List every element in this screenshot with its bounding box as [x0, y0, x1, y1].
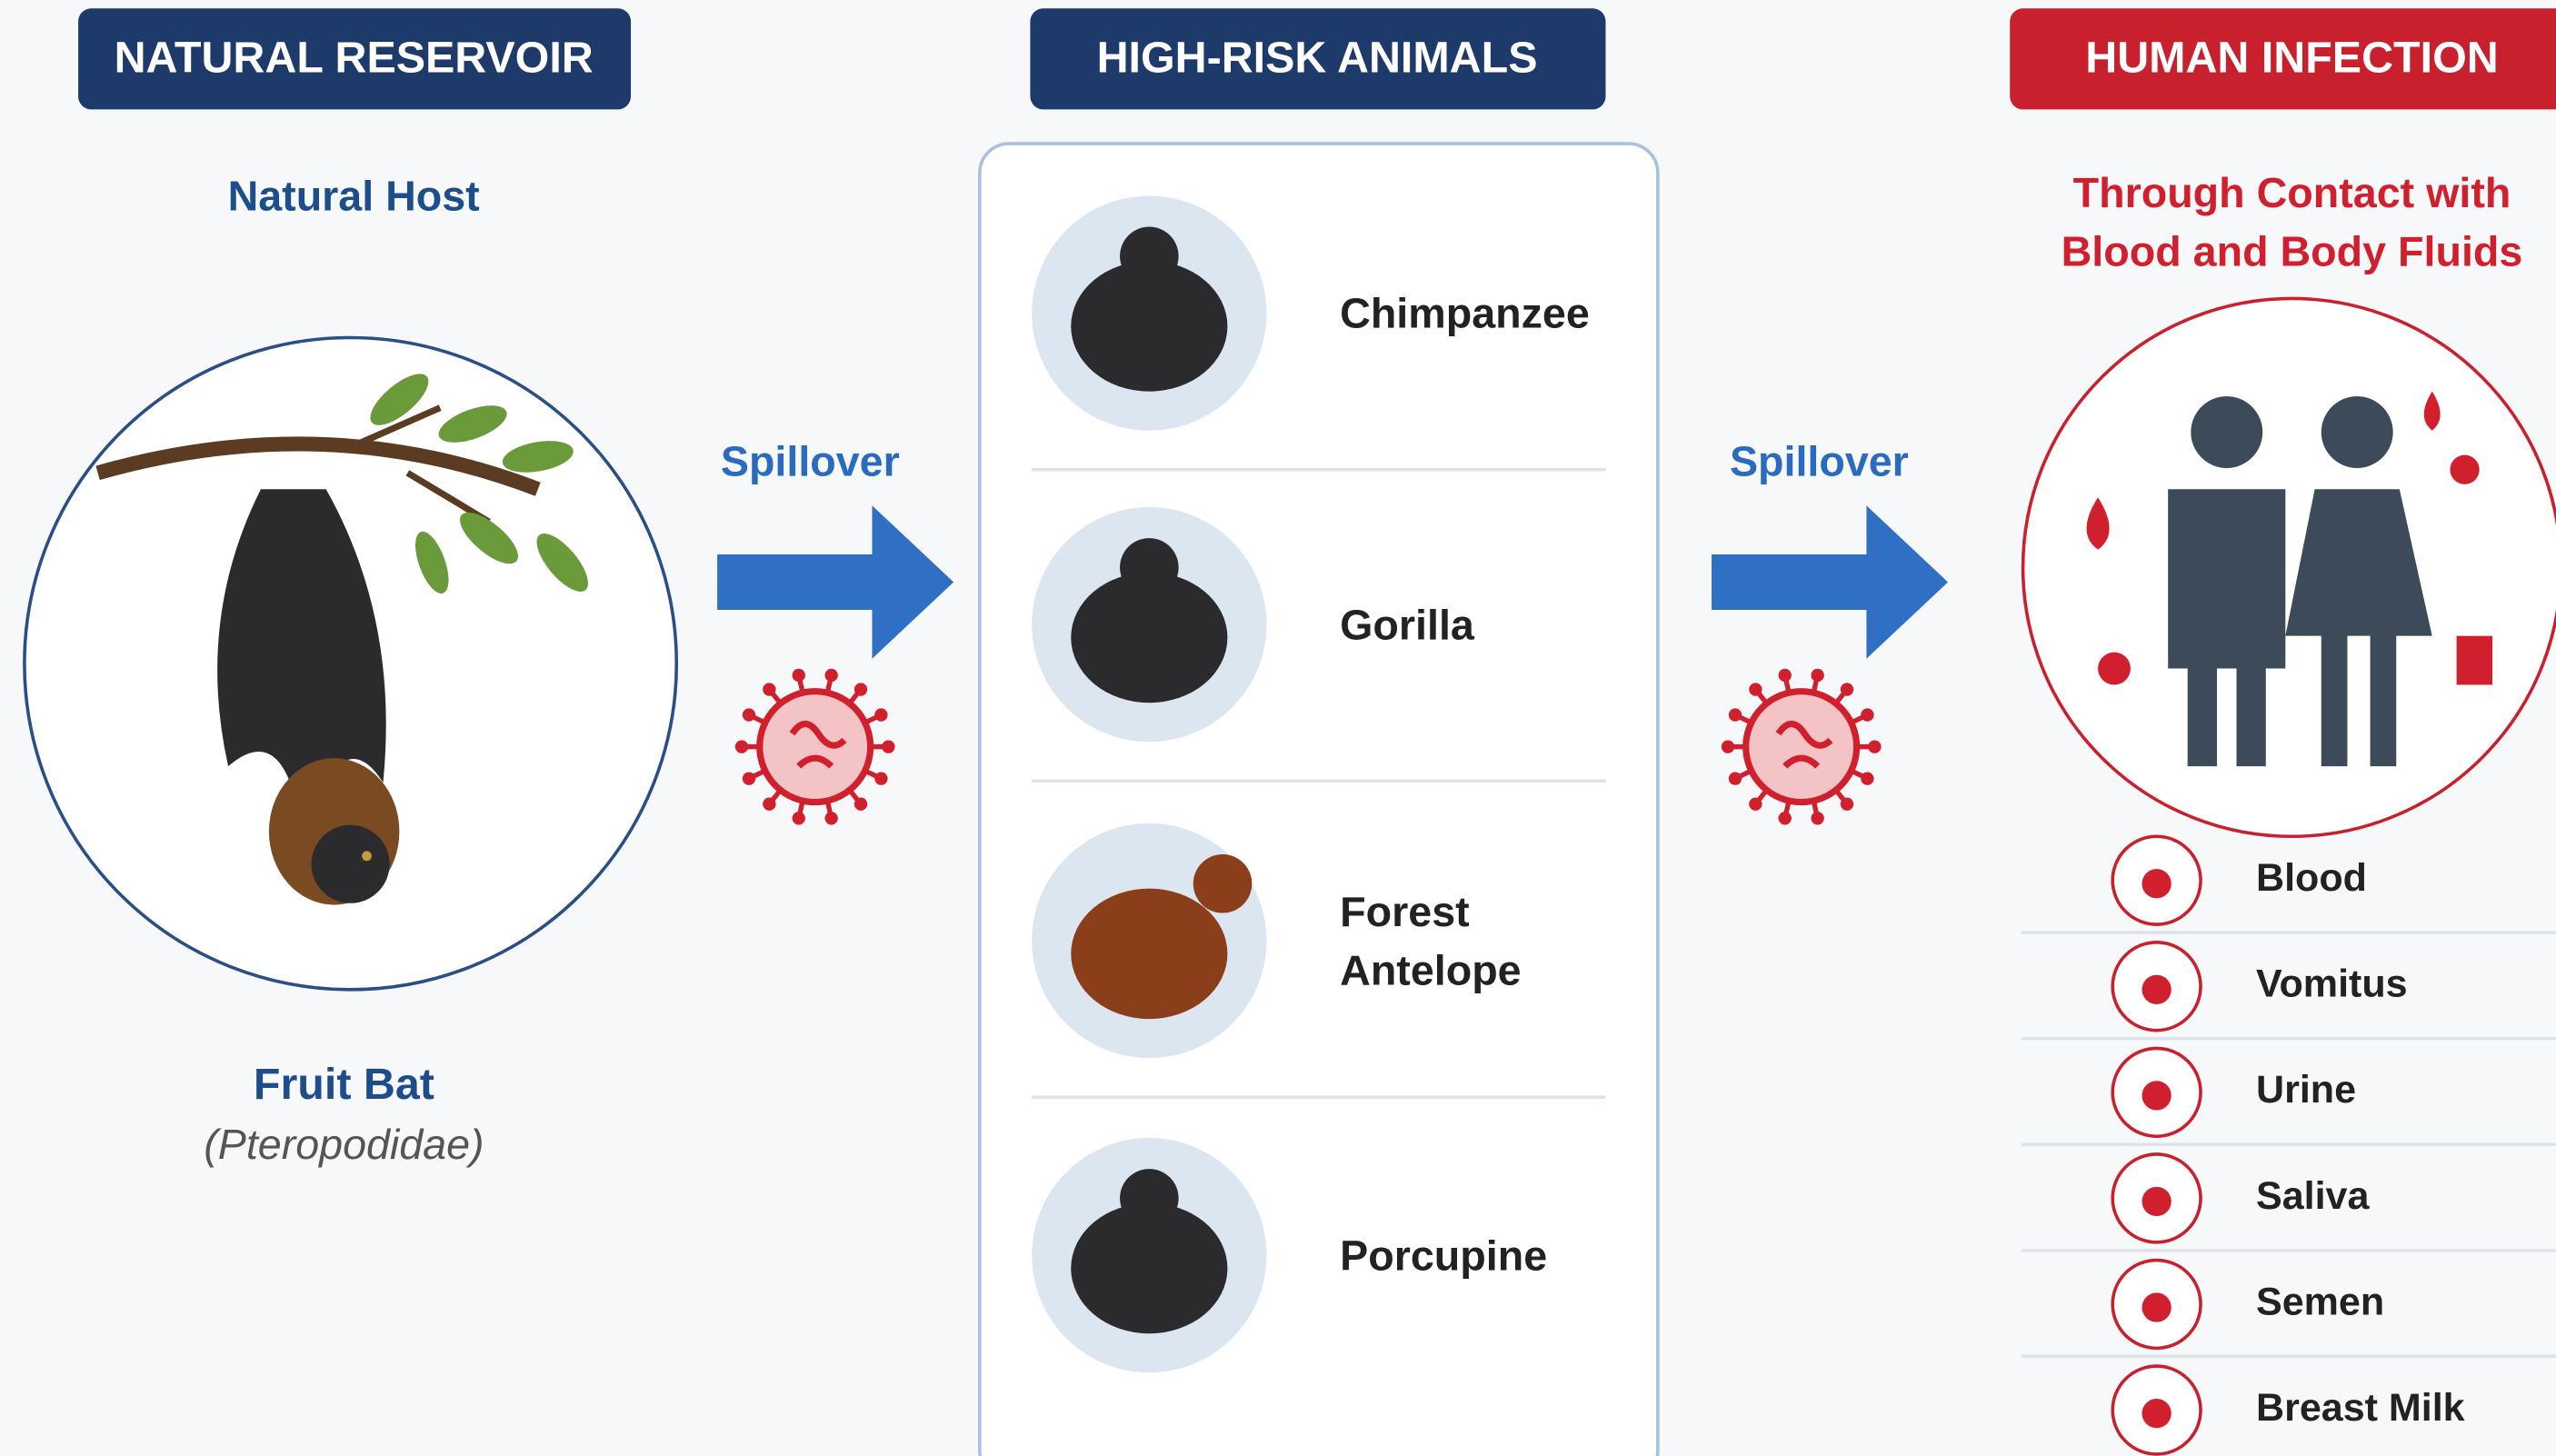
virus-tip	[874, 772, 887, 784]
virus-tip	[1749, 683, 1762, 695]
fluid-label: Semen	[2256, 1280, 2384, 1323]
virus-tip	[854, 798, 867, 811]
header: HUMAN INFECTION	[2085, 33, 2498, 82]
virus-tip	[1729, 772, 1742, 784]
animal-label-box: Forest Antelope	[1340, 875, 1617, 1005]
virus-tip	[854, 683, 867, 695]
virus-tip	[824, 669, 837, 682]
header: NATURAL RESERVOIR	[115, 33, 594, 82]
fluid-icon-dot	[2142, 1399, 2171, 1428]
virus-tip	[1868, 740, 1881, 753]
animal-label-box: Chimpanzee	[1340, 248, 1617, 378]
virus-tip	[793, 812, 805, 824]
transition-label: Spillover	[721, 438, 900, 485]
animal-label-box: Gorilla	[1340, 559, 1617, 689]
fluid-icon-dot	[2142, 1292, 2171, 1321]
animal-label-box: Porcupine	[1340, 1190, 1617, 1320]
virus-tip	[743, 708, 755, 721]
animal-head	[1120, 538, 1179, 597]
host-name: Fruit Bat	[254, 1060, 434, 1109]
fluid-icon-dot	[2142, 1081, 2171, 1110]
fluid-label: Blood	[2256, 856, 2367, 900]
animal-silhouette	[1071, 889, 1227, 1019]
fluid-label: Breast Milk	[2256, 1386, 2465, 1430]
subtitle: Natural Host	[228, 172, 480, 219]
animal-head	[1120, 227, 1179, 286]
virus-tip	[763, 798, 775, 811]
virus-tip	[1749, 798, 1762, 811]
animal-label: Porcupine	[1340, 1190, 1584, 1320]
virus-tip	[1841, 683, 1853, 695]
virus-tip	[882, 740, 894, 753]
virus-tip	[874, 708, 887, 721]
fluid-icon-dot	[2142, 869, 2171, 898]
transition-label: Spillover	[1730, 438, 1909, 485]
virus-body	[760, 692, 871, 803]
virus-tip	[1779, 812, 1792, 824]
animal-head	[1120, 1169, 1179, 1228]
virus-body	[1746, 692, 1857, 803]
fluid-icon-dot	[2142, 1187, 2171, 1216]
virus-tip	[1861, 772, 1873, 784]
subtitle-box: Through Contact with Blood and Body Flui…	[2015, 164, 2556, 294]
virus-tip	[1729, 708, 1742, 721]
virus-tip	[1861, 708, 1873, 721]
virus-tip	[743, 772, 755, 784]
fluid-icon-dot	[2142, 975, 2171, 1004]
virus-tip	[735, 740, 748, 753]
virus-tip	[1811, 812, 1823, 824]
header: HIGH-RISK ANIMALS	[1097, 33, 1538, 82]
animal-head	[1193, 854, 1253, 913]
virus-tip	[1811, 669, 1823, 682]
human-circle	[2023, 298, 2556, 836]
virus-tip	[824, 812, 837, 824]
page: {"reservoir":{"header":"NATURAL RESERVOI…	[0, 0, 2556, 1456]
animal-label: Forest Antelope	[1340, 875, 1584, 1005]
diagram: NATURAL RESERVOIR HIGH-RISK ANIMALS HUMA…	[0, 0, 2556, 1456]
fluid-label: Urine	[2256, 1068, 2356, 1112]
virus-tip	[1779, 669, 1792, 682]
virus-tip	[793, 669, 805, 682]
animal-label: Chimpanzee	[1340, 248, 1584, 378]
fluid-label: Vomitus	[2256, 962, 2408, 1006]
animal-label: Gorilla	[1340, 559, 1584, 689]
virus-tip	[1722, 740, 1734, 753]
subtitle: Through Contact with Blood and Body Flui…	[2015, 164, 2556, 281]
virus-tip	[763, 683, 775, 695]
scientific-name: (Pteropodidae)	[204, 1121, 484, 1168]
fluid-label: Saliva	[2256, 1174, 2370, 1218]
virus-tip	[1841, 798, 1853, 811]
